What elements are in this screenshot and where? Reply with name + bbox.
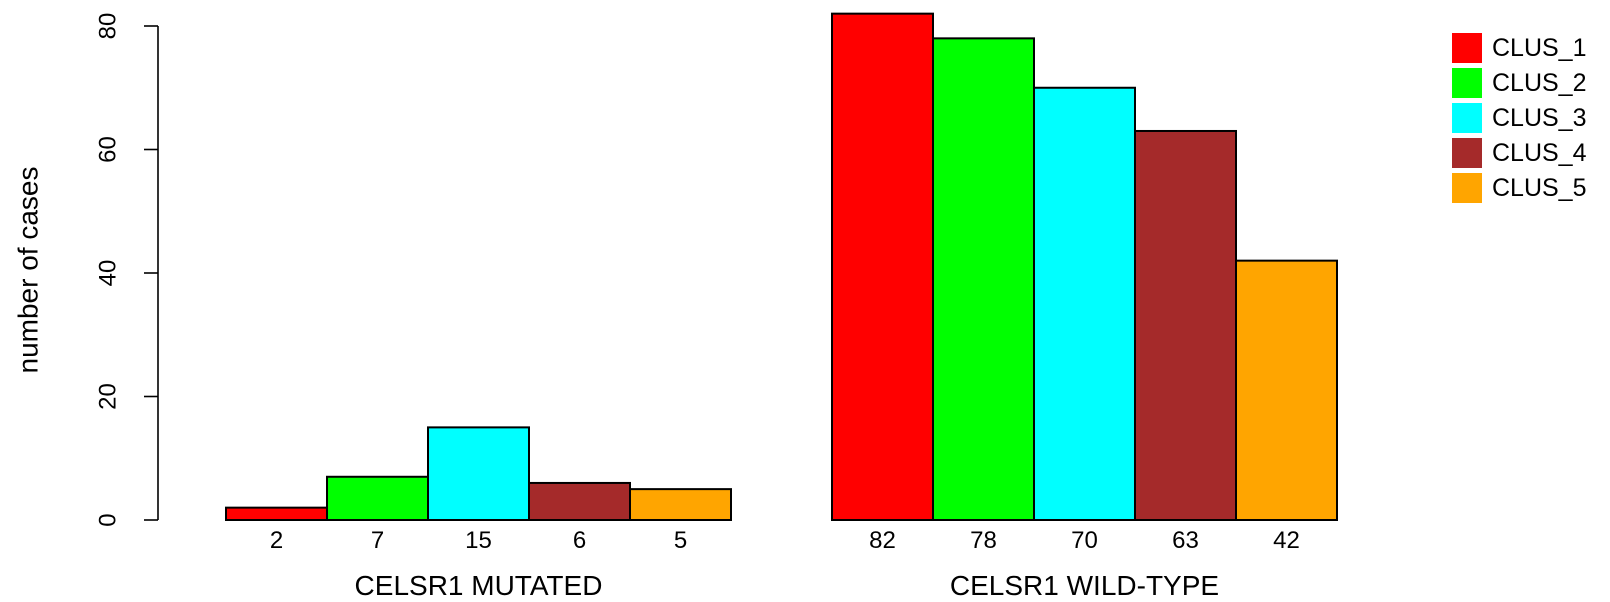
legend-swatch <box>1452 138 1482 168</box>
bar-value-label: 82 <box>869 527 896 554</box>
group-label: CELSR1 MUTATED <box>355 570 603 601</box>
legend-swatch <box>1452 103 1482 133</box>
bar-value-label: 63 <box>1172 527 1199 554</box>
bar <box>629 488 732 521</box>
bar-value-label: 78 <box>970 527 997 554</box>
bar <box>831 12 934 522</box>
y-axis: 0 20 40 60 80 <box>95 13 159 527</box>
legend-label: CLUS_1 <box>1492 34 1587 62</box>
bar <box>1235 259 1338 521</box>
legend-swatch <box>1452 173 1482 203</box>
y-tick-label: 40 <box>95 260 122 287</box>
legend-label: CLUS_5 <box>1492 174 1587 202</box>
bar-value-labels: 2 7 15 6 5 82 78 70 63 42 <box>270 527 1300 554</box>
bar-value-label: 7 <box>371 527 384 554</box>
y-axis-title: number of cases <box>13 167 44 374</box>
legend-label: CLUS_2 <box>1492 69 1587 97</box>
bar-value-label: 15 <box>465 527 492 554</box>
legend-label: CLUS_3 <box>1492 104 1587 132</box>
bar <box>225 506 328 521</box>
y-tick-label: 80 <box>95 13 122 40</box>
bar <box>427 426 530 521</box>
y-tick-label: 60 <box>95 136 122 163</box>
bar <box>1134 129 1237 521</box>
group-label: CELSR1 WILD-TYPE <box>950 570 1219 601</box>
bar <box>932 37 1035 521</box>
bar <box>1033 86 1136 521</box>
group-labels: CELSR1 MUTATED CELSR1 WILD-TYPE <box>355 570 1220 601</box>
y-tick-label: 20 <box>95 383 122 410</box>
legend-swatch <box>1452 33 1482 63</box>
y-tick-label: 0 <box>95 513 122 526</box>
bar <box>326 475 429 521</box>
bar <box>528 481 631 522</box>
bar-value-label: 2 <box>270 527 283 554</box>
legend-swatch <box>1452 68 1482 98</box>
bar-value-label: 42 <box>1273 527 1300 554</box>
bar-value-label: 6 <box>573 527 586 554</box>
bars <box>225 12 1338 522</box>
bar-value-label: 70 <box>1071 527 1098 554</box>
bar-value-label: 5 <box>674 527 687 554</box>
legend: CLUS_1 CLUS_2 CLUS_3 CLUS_4 CLUS_5 <box>1452 33 1587 203</box>
legend-label: CLUS_4 <box>1492 139 1587 167</box>
